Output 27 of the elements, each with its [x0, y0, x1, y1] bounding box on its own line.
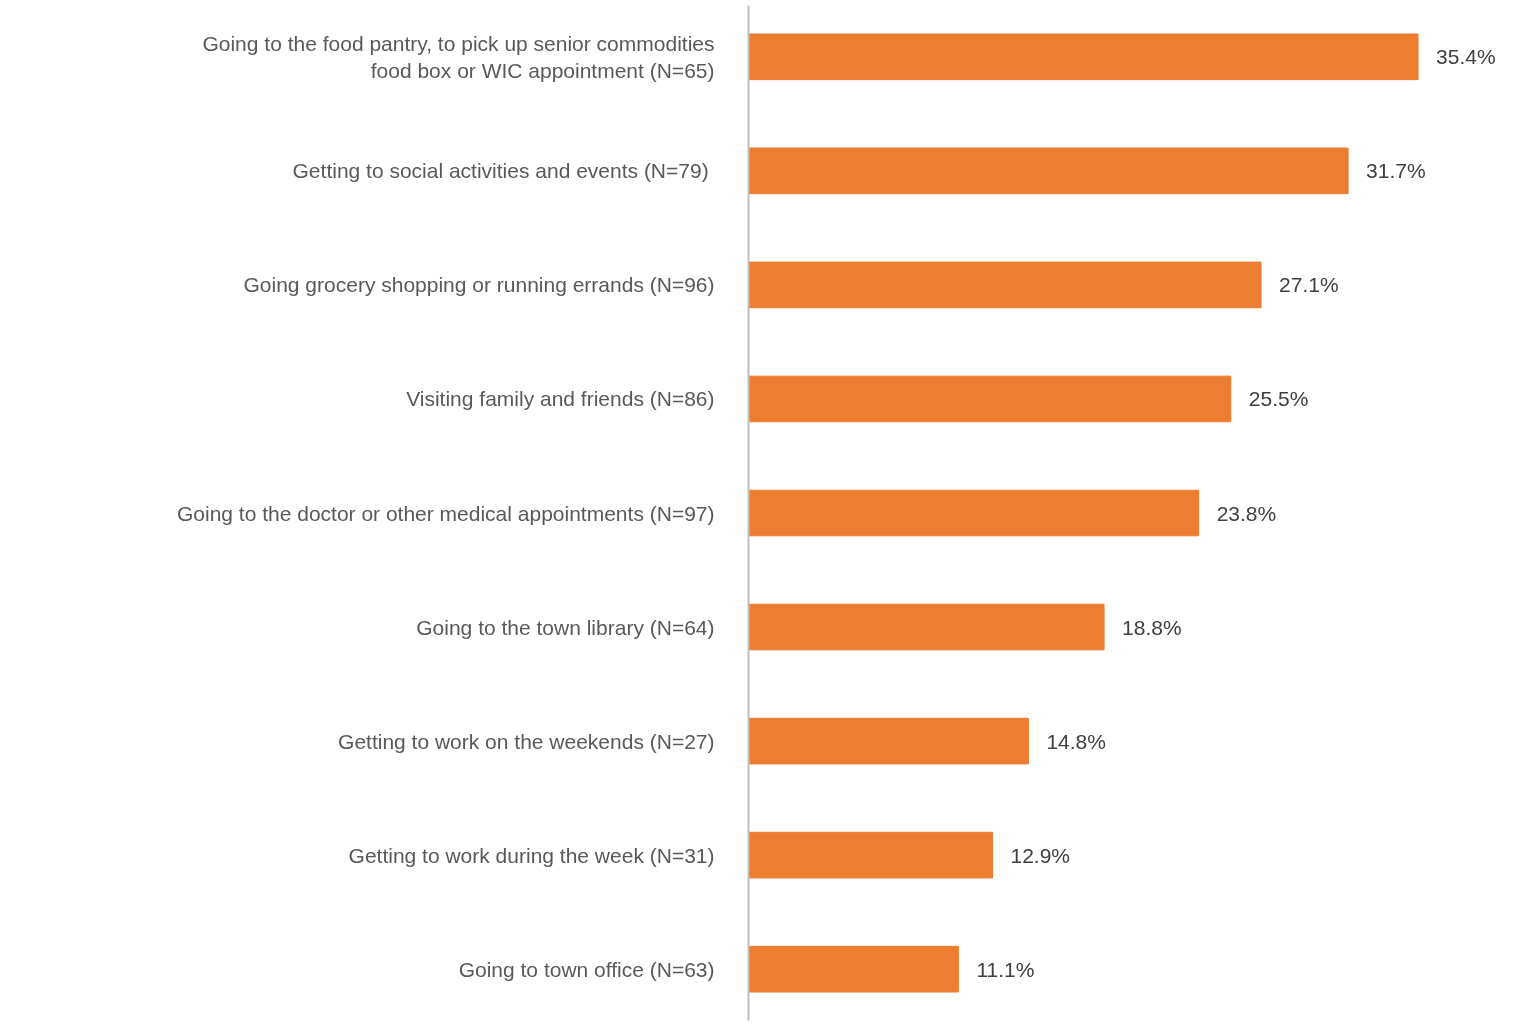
bar [748, 261, 1262, 309]
bar [748, 717, 1029, 765]
bar [748, 489, 1200, 537]
data-label: 23.8% [1216, 501, 1277, 525]
y-tick-label: Going to the doctor or other medical appointments (N=97) [176, 501, 715, 525]
data-label: 27.1% [1279, 273, 1339, 297]
y-tick-label: Going to the food pantry, to pick up senior commodities food box or WIC appointment (N=65) [202, 31, 715, 83]
bar [748, 945, 959, 993]
bar [748, 33, 1419, 81]
data-label: 14.8% [1046, 729, 1106, 753]
y-tick-label: Getting to social activities and events (N=79) [292, 159, 709, 183]
y-tick-label: Getting to work on the weekends (N=27) [338, 729, 715, 753]
data-label: 35.4% [1436, 45, 1496, 69]
data-label: 11.1% [976, 957, 1035, 981]
data-label: 31.7% [1366, 159, 1426, 183]
bar [748, 831, 993, 879]
y-tick-label: Going to town office (N=63) [458, 957, 715, 981]
y-tick-label: Visiting family and friends (N=86) [406, 387, 715, 411]
data-label: 25.5% [1248, 387, 1309, 411]
y-tick-label: Going grocery shopping or running errands (N=96) [243, 273, 715, 297]
y-tick-label: Going to the town library (N=64) [416, 615, 715, 639]
bar [748, 147, 1349, 195]
data-label: 12.9% [1010, 843, 1071, 867]
bar [748, 375, 1232, 423]
bar [748, 603, 1105, 651]
y-tick-label: Getting to work during the week (N=31) [348, 843, 715, 867]
data-label: 18.8% [1122, 615, 1182, 639]
